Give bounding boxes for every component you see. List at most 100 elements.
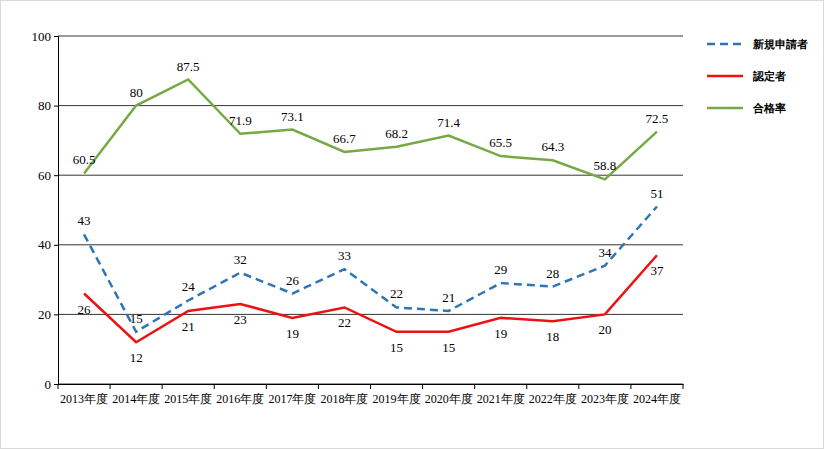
data-label: 51 (650, 186, 663, 201)
x-tick-label: 2024年度 (633, 392, 681, 406)
grid-line (58, 36, 683, 37)
y-tick-mark (54, 36, 58, 37)
y-tick-mark (54, 314, 58, 315)
y-tick-label: 0 (45, 377, 52, 392)
x-tick-label: 2023年度 (581, 392, 629, 406)
x-separator (422, 384, 423, 389)
x-tick: 2023年度 (581, 384, 629, 406)
data-label: 32 (234, 252, 247, 267)
x-separator (58, 384, 59, 389)
data-label: 22 (338, 315, 351, 330)
data-label: 22 (390, 286, 403, 301)
data-label: 72.5 (646, 111, 669, 126)
data-label: 65.5 (489, 135, 512, 150)
legend: 新規申請者認定者合格率 (707, 38, 808, 115)
x-tick-label: 2020年度 (425, 392, 473, 406)
data-labels: 4315243226332221292834512612212319221515… (73, 59, 669, 366)
data-label: 87.5 (177, 59, 200, 74)
x-tick-label: 2013年度 (60, 392, 108, 406)
data-label: 29 (494, 262, 507, 277)
data-label: 23 (234, 312, 247, 327)
data-label: 24 (182, 279, 196, 294)
grid-line (58, 105, 683, 106)
chart: 0 20 40 60 80 100 2013年度 2014年度 2015年度 2016年度 2017… (0, 0, 824, 449)
data-label: 15 (442, 340, 455, 355)
x-separator (110, 384, 111, 389)
legend-label: 新規申請者 (752, 38, 808, 51)
x-axis: 2013年度2014年度2015年度2016年度2017年度2018年度2019… (59, 384, 684, 406)
x-tick-label: 2022年度 (529, 392, 577, 406)
data-label: 15 (130, 311, 143, 326)
x-tick: 2019年度 (373, 384, 421, 406)
data-label: 26 (78, 302, 92, 317)
x-separator (266, 384, 267, 389)
legend-label: 合格率 (752, 102, 786, 115)
x-tick: 2020年度 (425, 384, 473, 406)
x-tick-label: 2017年度 (268, 392, 316, 406)
grid-line (58, 244, 683, 245)
x-tick-label: 2015年度 (164, 392, 212, 406)
legend-swatch (707, 107, 743, 110)
data-label: 34 (598, 245, 612, 260)
data-label: 19 (286, 326, 299, 341)
y-tick-mark (54, 106, 58, 107)
series-line (84, 80, 657, 180)
data-label: 26 (286, 273, 300, 288)
grid (58, 36, 683, 384)
data-label: 64.3 (541, 139, 564, 154)
data-label: 18 (546, 329, 559, 344)
data-label: 68.2 (385, 126, 408, 141)
x-separator (474, 384, 475, 389)
x-tick: 2013年度 (60, 384, 108, 406)
data-label: 66.7 (333, 131, 356, 146)
data-label: 60.5 (73, 152, 96, 167)
y-tick: 80 (38, 98, 58, 113)
y-tick: 0 (45, 377, 59, 392)
y-axis: 0 20 40 60 80 100 (32, 29, 59, 392)
lines (84, 80, 657, 343)
data-label: 71.9 (229, 113, 252, 128)
data-label: 20 (598, 322, 611, 337)
grid-line (58, 314, 683, 315)
data-label: 28 (546, 266, 559, 281)
x-tick-label: 2021年度 (477, 392, 525, 406)
x-separator (318, 384, 319, 389)
x-tick: 2021年度 (477, 384, 525, 406)
x-separator (526, 384, 527, 389)
data-label: 21 (182, 319, 195, 334)
x-tick: 2016年度 (216, 384, 264, 406)
data-label: 58.8 (594, 158, 617, 173)
y-tick: 20 (38, 307, 58, 322)
legend-swatch (707, 75, 743, 78)
x-separator (578, 384, 579, 389)
y-tick-label: 40 (38, 237, 51, 252)
x-tick-label: 2019年度 (373, 392, 421, 406)
y-tick: 40 (38, 237, 58, 252)
x-tick: 2024年度 (633, 384, 681, 406)
x-tick-label: 2014年度 (112, 392, 160, 406)
y-tick-label: 60 (38, 168, 51, 183)
data-label: 19 (494, 326, 507, 341)
legend-swatch (707, 43, 743, 46)
x-separator (162, 384, 163, 389)
y-axis-line (54, 37, 59, 385)
data-label: 80 (130, 85, 143, 100)
data-label: 73.1 (281, 109, 304, 124)
data-label: 33 (338, 248, 351, 263)
y-tick-label: 20 (38, 307, 51, 322)
x-tick: 2022年度 (529, 384, 577, 406)
x-separator (683, 384, 684, 389)
y-tick-label: 80 (38, 98, 51, 113)
x-separator (630, 384, 631, 389)
x-separators (58, 384, 683, 389)
x-tick: 2015年度 (164, 384, 212, 406)
y-tick-label: 100 (32, 29, 52, 44)
data-label: 43 (78, 213, 91, 228)
x-tick: 2017年度 (268, 384, 316, 406)
x-separator (370, 384, 371, 389)
y-tick-mark (54, 384, 58, 385)
data-label: 37 (650, 263, 664, 278)
legend-label: 認定者 (752, 70, 786, 83)
y-tick: 100 (32, 29, 59, 44)
data-label: 71.4 (437, 115, 460, 130)
